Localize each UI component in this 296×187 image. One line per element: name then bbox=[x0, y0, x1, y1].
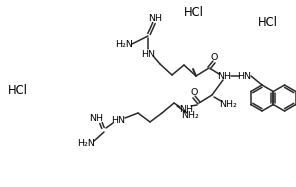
Text: HN: HN bbox=[111, 116, 125, 125]
Text: HN: HN bbox=[141, 50, 155, 59]
Text: O: O bbox=[190, 88, 198, 96]
Text: NH: NH bbox=[179, 105, 193, 114]
Text: HCl: HCl bbox=[184, 5, 204, 19]
Text: HN: HN bbox=[237, 71, 251, 80]
Text: HCl: HCl bbox=[258, 16, 278, 28]
Text: NH: NH bbox=[89, 114, 103, 122]
Text: NH₂: NH₂ bbox=[181, 111, 199, 119]
Text: O: O bbox=[210, 53, 218, 62]
Text: H₂N: H₂N bbox=[115, 39, 133, 48]
Text: NH: NH bbox=[148, 13, 162, 22]
Text: NH: NH bbox=[217, 71, 231, 80]
Text: HCl: HCl bbox=[8, 84, 28, 96]
Text: H₂N: H₂N bbox=[77, 139, 95, 148]
Text: NH₂: NH₂ bbox=[219, 99, 237, 108]
